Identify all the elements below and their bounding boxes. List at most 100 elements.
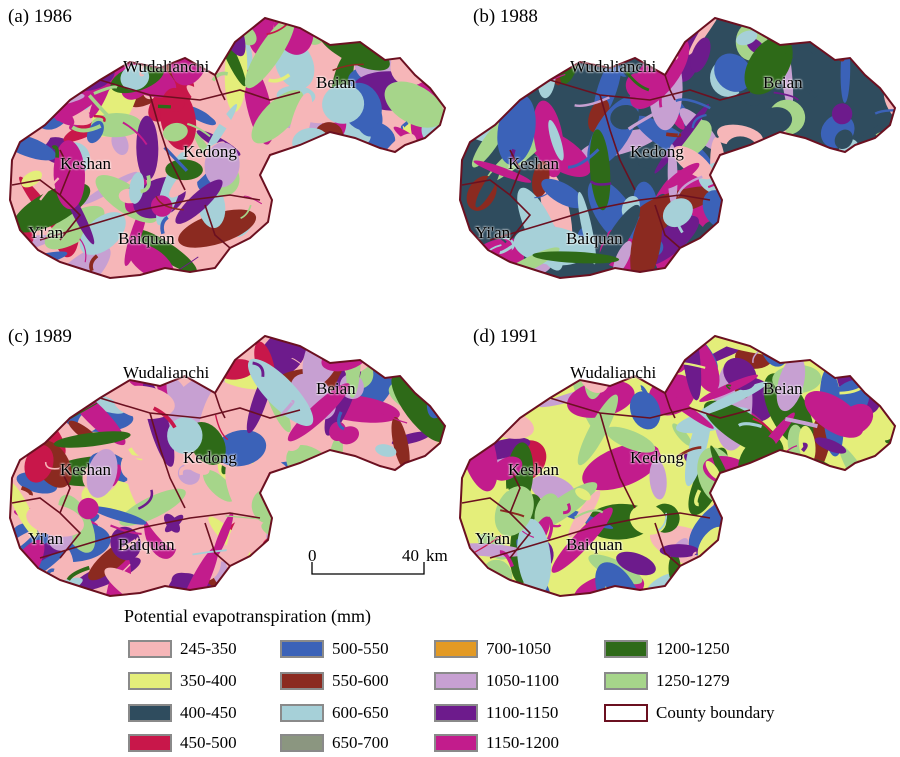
land-patch bbox=[532, 251, 620, 264]
river-valley bbox=[833, 180, 853, 189]
legend-item-450-500: 450-500 bbox=[128, 732, 237, 754]
county-label-beian: Beian bbox=[763, 73, 803, 92]
land-patch bbox=[120, 444, 155, 480]
river-valley bbox=[160, 215, 169, 235]
land-patch bbox=[275, 170, 306, 200]
river-valley bbox=[93, 85, 118, 95]
county-boundary-line bbox=[149, 412, 186, 509]
land-patch bbox=[541, 178, 585, 209]
river-valley bbox=[814, 562, 831, 574]
river-valley bbox=[89, 254, 99, 272]
river-valley bbox=[746, 176, 754, 179]
panel-title-c: (c) 1989 bbox=[8, 326, 72, 347]
land-patch bbox=[129, 38, 164, 49]
river-valley bbox=[773, 91, 799, 101]
region-outline bbox=[458, 334, 897, 598]
land-patch bbox=[286, 469, 332, 552]
river-valley bbox=[120, 537, 139, 552]
land-patch bbox=[384, 81, 445, 128]
legend-swatch bbox=[128, 704, 172, 722]
river-valley bbox=[694, 489, 702, 507]
land-patch bbox=[743, 232, 799, 266]
river-valley bbox=[119, 453, 150, 460]
land-patch bbox=[744, 227, 771, 256]
land-patch bbox=[742, 500, 782, 527]
land-patch bbox=[811, 473, 844, 517]
land-patch bbox=[777, 129, 791, 174]
land-patch bbox=[880, 384, 895, 404]
scale-bar-line bbox=[311, 562, 425, 575]
legend-swatch bbox=[128, 672, 172, 690]
river-valley bbox=[762, 594, 768, 596]
river-valley bbox=[499, 235, 526, 254]
land-patch bbox=[465, 252, 492, 270]
land-patch bbox=[800, 472, 830, 528]
land-patch bbox=[813, 235, 852, 278]
river-valley bbox=[338, 464, 369, 485]
land-patch bbox=[505, 347, 540, 385]
land-patch bbox=[878, 473, 895, 549]
river-valley bbox=[786, 235, 805, 246]
land-patch bbox=[475, 167, 500, 208]
land-patch bbox=[491, 456, 523, 481]
legend-swatch bbox=[280, 734, 324, 752]
legend-item-245-350: 245-350 bbox=[128, 638, 237, 660]
river-valley bbox=[60, 589, 80, 596]
county-boundary-line bbox=[214, 74, 226, 101]
land-patch bbox=[784, 475, 855, 505]
land-patch bbox=[375, 444, 397, 457]
river-valley bbox=[152, 406, 177, 429]
land-patch bbox=[10, 386, 76, 420]
county-label-baiquan: Baiquan bbox=[566, 229, 623, 248]
county-label-wudalianchi: Wudalianchi bbox=[123, 57, 210, 76]
county-boundary-line bbox=[599, 412, 636, 509]
river-valley bbox=[676, 175, 703, 197]
land-patch bbox=[186, 85, 236, 131]
county-label-kedong: Kedong bbox=[630, 142, 684, 161]
land-patch bbox=[175, 179, 223, 224]
land-patch bbox=[134, 229, 197, 274]
land-patch bbox=[53, 431, 131, 448]
river-valley bbox=[135, 336, 169, 346]
river-valley bbox=[316, 456, 333, 472]
river-valley bbox=[93, 114, 106, 123]
map-panels bbox=[8, 16, 897, 598]
land-patch bbox=[631, 336, 659, 348]
river-valley bbox=[252, 361, 265, 377]
river-valley bbox=[891, 547, 895, 553]
land-patch bbox=[308, 204, 345, 261]
county-boundary-line bbox=[59, 467, 71, 514]
panel-title-a: (a) 1986 bbox=[8, 6, 72, 27]
land-patch bbox=[851, 153, 895, 189]
land-patch bbox=[705, 460, 721, 480]
river-valley bbox=[752, 177, 760, 189]
land-patch bbox=[252, 253, 280, 278]
legend-swatch bbox=[280, 672, 324, 690]
land-patch bbox=[290, 170, 307, 191]
land-patch bbox=[334, 18, 353, 31]
river-valley bbox=[10, 568, 24, 592]
land-patch bbox=[792, 235, 821, 278]
land-patch bbox=[126, 18, 153, 34]
river-valley bbox=[510, 148, 516, 165]
river-valley bbox=[515, 373, 527, 387]
legend-item-1250-1279: 1250-1279 bbox=[604, 670, 730, 692]
land-patch bbox=[827, 549, 866, 587]
land-patch bbox=[758, 261, 820, 278]
land-patch bbox=[209, 18, 246, 57]
land-patch bbox=[822, 519, 865, 573]
land-patch bbox=[841, 545, 895, 596]
land-patch bbox=[340, 490, 359, 533]
river-valley bbox=[625, 70, 650, 92]
river-valley bbox=[140, 175, 151, 194]
land-patch bbox=[697, 381, 768, 416]
land-patch bbox=[533, 100, 565, 178]
river-valley bbox=[887, 540, 895, 562]
land-patch bbox=[605, 426, 656, 453]
river-valley bbox=[234, 18, 253, 32]
county-label-kedong: Kedong bbox=[183, 142, 237, 161]
land-patch bbox=[831, 18, 879, 34]
county-label-yian: Yi'an bbox=[475, 529, 511, 548]
legend-swatch bbox=[604, 640, 648, 658]
land-patch bbox=[577, 191, 597, 265]
